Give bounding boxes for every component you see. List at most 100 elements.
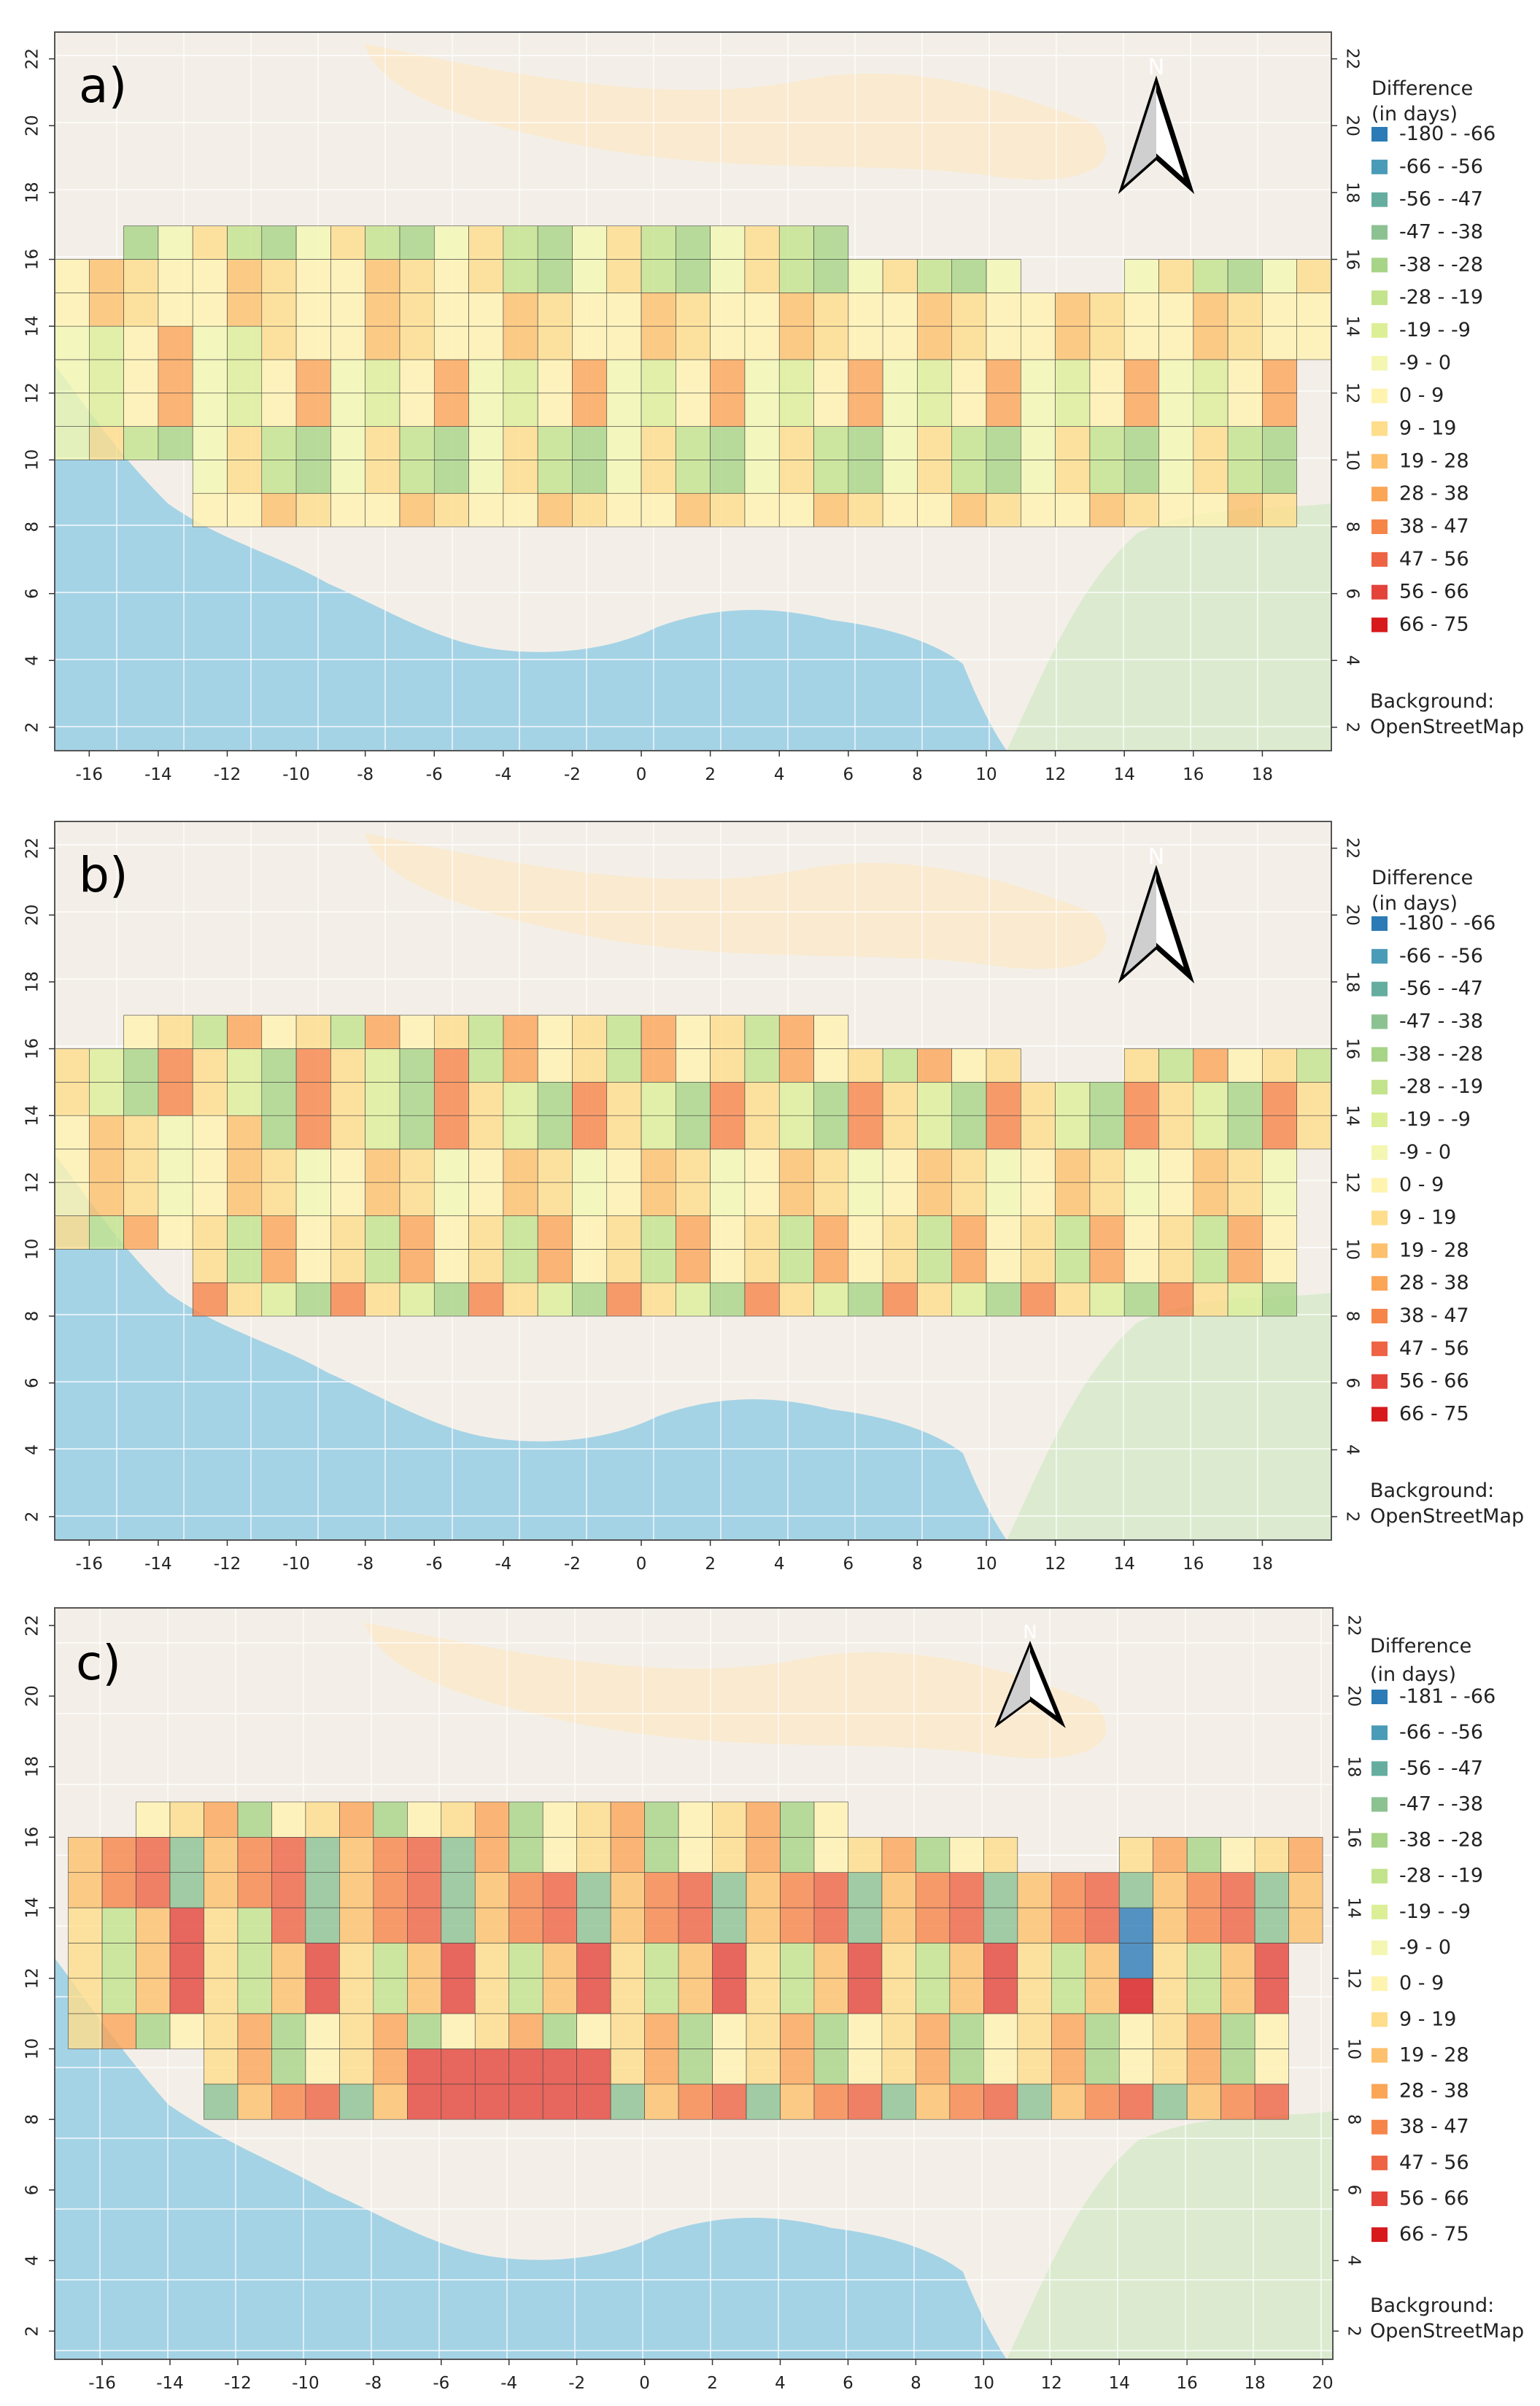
legend-swatch <box>1371 2227 1388 2243</box>
grid-cell <box>407 2084 442 2120</box>
grid-cell <box>503 1148 538 1183</box>
legend-label: 28 - 38 <box>1399 482 1469 505</box>
legend-swatch <box>1371 421 1388 436</box>
grid-cell <box>474 1907 510 1943</box>
grid-cell <box>542 2013 577 2049</box>
grid-cell <box>1055 1249 1091 1283</box>
grid-cell <box>508 1907 543 1943</box>
grid-cell <box>227 1215 263 1250</box>
grid-cell <box>848 359 883 394</box>
grid-cell <box>986 1115 1021 1150</box>
y-tick-label-right: 4 <box>1343 655 1362 666</box>
grid-cell <box>433 1282 469 1317</box>
grid-cell <box>1021 1215 1056 1250</box>
y-tick-label-right: 22 <box>1343 48 1362 69</box>
grid-cell <box>1186 1978 1221 2014</box>
grid-cell <box>68 1907 103 1943</box>
legend-swatch <box>1371 1113 1388 1128</box>
y-tick-label-right: 18 <box>1343 182 1362 203</box>
grid-cell <box>778 259 814 293</box>
grid-cell <box>676 460 711 494</box>
grid-cell <box>433 325 469 360</box>
grid-cell <box>204 2013 239 2049</box>
y-tick-label: 22 <box>23 1615 42 1636</box>
grid-cell <box>572 1082 608 1116</box>
grid-cell <box>710 259 746 293</box>
grid-cell <box>305 1837 340 1873</box>
x-tick-label: 12 <box>1041 2374 1062 2393</box>
y-axis-ticks-right: 2 4 6 8 10 12 14 16 18 20 22 <box>1331 838 1362 1522</box>
grid-cell <box>399 392 435 427</box>
legend-item: 66 - 75 <box>1371 1403 1469 1426</box>
y-tick-label-right: 22 <box>1343 838 1362 859</box>
grid-cell <box>1123 359 1159 394</box>
y-tick-label-right: 14 <box>1343 1105 1362 1126</box>
grid-cell <box>1017 1978 1052 2014</box>
grid-cell <box>1193 293 1228 327</box>
grid-cell <box>55 1182 90 1216</box>
grid-cell <box>1050 1907 1086 1943</box>
grid-cell <box>1118 2013 1153 2049</box>
legend-label: -180 - -66 <box>1399 123 1495 145</box>
grid-cell <box>848 259 883 293</box>
grid-cell <box>261 1015 297 1049</box>
grid-cell <box>169 1907 204 1943</box>
grid-cell <box>1220 2084 1255 2120</box>
grid-cell <box>813 1182 849 1216</box>
grid-cell <box>881 1978 916 2014</box>
grid-cell <box>204 1801 239 1838</box>
grid-cell <box>641 1015 676 1049</box>
x-tick-label: -12 <box>214 765 241 784</box>
legend-label: -9 - 0 <box>1399 1936 1451 1959</box>
grid-cell <box>227 1148 263 1183</box>
grid-cell <box>433 426 469 460</box>
grid-cell <box>1089 293 1125 327</box>
grid-cell <box>158 225 193 260</box>
grid-cell <box>641 1182 676 1216</box>
y-tick-label: 2 <box>23 722 42 733</box>
grid-cell <box>1021 293 1056 327</box>
y-tick-label: 22 <box>23 48 42 69</box>
grid-cell <box>474 2049 510 2085</box>
grid-cell <box>433 1215 469 1250</box>
legend-swatch <box>1371 1690 1388 1704</box>
x-tick-label: -16 <box>76 765 104 784</box>
background-credit-label: Background: <box>1370 690 1494 713</box>
grid-cell <box>503 259 538 293</box>
grid-cell <box>169 1801 204 1838</box>
grid-cell <box>1158 492 1194 527</box>
north-arrow: N <box>1118 55 1195 195</box>
grid-cell <box>158 1015 193 1049</box>
grid-cell <box>1193 1148 1228 1183</box>
legend-item: 38 - 47 <box>1371 2116 1469 2138</box>
grid-cell <box>1123 392 1159 427</box>
ocean <box>55 365 1007 751</box>
grid-cell <box>951 392 987 427</box>
grid-cell <box>433 392 469 427</box>
y-tick-label: 10 <box>23 1239 42 1260</box>
grid-cell <box>373 2084 408 2120</box>
grid-cell <box>1089 359 1125 394</box>
grid-cell <box>365 1182 401 1216</box>
map-frame <box>54 1607 1334 2360</box>
grid-cell <box>780 2084 815 2120</box>
grid-cell <box>1021 492 1056 527</box>
grid-cell <box>676 293 711 327</box>
grid-cell <box>1021 1282 1056 1317</box>
grid-cell <box>169 1872 204 1908</box>
grid-cell <box>204 1872 239 1908</box>
grid-cell <box>1296 1115 1331 1150</box>
grid-cell <box>101 1872 136 1908</box>
grid-cell <box>641 426 676 460</box>
grid-cell <box>123 259 159 293</box>
grid-cell <box>1158 1148 1194 1183</box>
grid-cell <box>1089 325 1125 360</box>
grid-cell <box>192 1282 228 1317</box>
grid-cell <box>676 1249 711 1283</box>
x-tick-label: -12 <box>224 2374 252 2393</box>
grid-cell <box>882 1182 918 1216</box>
grid-cell <box>1193 359 1228 394</box>
legend-item: -38 - -28 <box>1371 1043 1483 1065</box>
grid-cell <box>710 1015 746 1049</box>
forest-area <box>1007 503 1331 751</box>
